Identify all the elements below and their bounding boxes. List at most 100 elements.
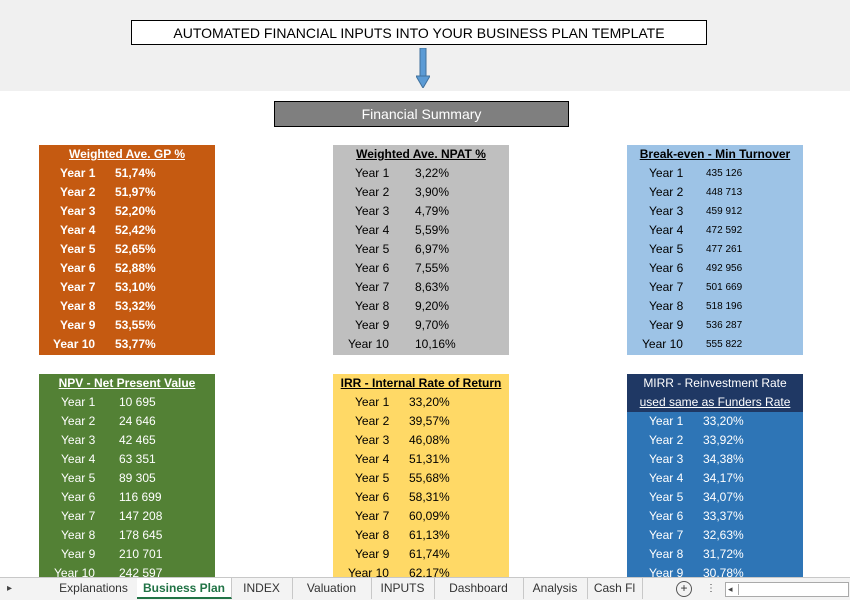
- row-label: Year 9: [649, 566, 684, 578]
- panel-row: Year 2 33,92%: [627, 431, 803, 450]
- panel-row: Year 9 210 701: [39, 545, 215, 564]
- row-value: 62,17%: [409, 566, 450, 578]
- row-label: Year 6: [649, 509, 684, 523]
- panel-row: Year 5 55,68%: [333, 469, 509, 488]
- panel-row: Year 2 448 713: [627, 183, 803, 202]
- row-label: Year 2: [649, 433, 684, 447]
- sheet-tab-bar: ▸ Explanations Business Plan INDEX Valuatio…: [0, 577, 850, 600]
- panel-breakeven: Break-even - Min Turnover Year 1 435 126 Y…: [627, 145, 803, 355]
- row-value: 46,08%: [409, 433, 450, 447]
- panel-row: Year 5 52,65%: [39, 240, 215, 259]
- panel-row: Year 3 34,38%: [627, 450, 803, 469]
- row-value: 32,63%: [703, 528, 744, 542]
- panel-row: Year 1 33,20%: [627, 412, 803, 431]
- row-value: 51,31%: [409, 452, 450, 466]
- row-label: Year 8: [60, 299, 96, 313]
- row-value: 8,63%: [415, 280, 450, 294]
- row-value: 52,88%: [115, 261, 156, 275]
- panel-row: Year 7 501 669: [627, 278, 803, 297]
- panel-weighted-npat: Weighted Ave. NPAT % Year 1 3,22% Year 2 3,…: [333, 145, 509, 355]
- sheet-tab[interactable]: INPUTS: [371, 578, 435, 599]
- more-options-icon[interactable]: ⋮: [706, 583, 716, 594]
- row-label: Year 8: [649, 547, 684, 561]
- row-label: Year 5: [649, 242, 684, 256]
- row-value: 459 912: [706, 206, 743, 217]
- panel-row: Year 8 61,13%: [333, 526, 509, 545]
- panel-irr: IRR - Internal Rate of Return Year 1 33,2…: [333, 374, 509, 578]
- row-value: 34,38%: [703, 452, 744, 466]
- row-value: 9,70%: [415, 318, 450, 332]
- row-label: Year 9: [355, 547, 390, 561]
- row-value: 477 261: [706, 244, 743, 255]
- horizontal-scrollbar[interactable]: ◂: [725, 582, 849, 597]
- row-label: Year 6: [61, 490, 96, 504]
- row-value: 448 713: [706, 187, 743, 198]
- sheet-nav-arrow-icon[interactable]: ▸: [7, 583, 13, 594]
- panel-row: Year 6 33,37%: [627, 507, 803, 526]
- row-value: 39,57%: [409, 414, 450, 428]
- row-label: Year 6: [355, 490, 390, 504]
- row-label: Year 5: [649, 490, 684, 504]
- panel-row: Year 10 62,17%: [333, 564, 509, 578]
- row-value: 3,90%: [415, 185, 450, 199]
- panel-row: Year 6 58,31%: [333, 488, 509, 507]
- row-label: Year 5: [355, 242, 390, 256]
- sheet-tab[interactable]: Analysis: [523, 578, 588, 599]
- sheet-tab[interactable]: Dashboard: [434, 578, 524, 599]
- panel-title-line1: MIRR - Reinvestment Rate: [643, 376, 787, 390]
- row-label: Year 5: [60, 242, 96, 256]
- panel-row: Year 8 518 196: [627, 297, 803, 316]
- row-value: 6,97%: [415, 242, 450, 256]
- sheet-tab[interactable]: Business Plan: [137, 578, 232, 599]
- page-banner: AUTOMATED FINANCIAL INPUTS INTO YOUR BUS…: [131, 20, 707, 45]
- row-label: Year 7: [649, 528, 684, 542]
- row-label: Year 4: [355, 223, 390, 237]
- panel-row: Year 2 24 646: [39, 412, 215, 431]
- panel-title: Weighted Ave. NPAT %: [356, 147, 486, 161]
- row-label: Year 1: [355, 395, 390, 409]
- row-value: 10,16%: [415, 337, 456, 351]
- row-value: 555 822: [706, 339, 743, 350]
- row-label: Year 3: [355, 204, 390, 218]
- row-value: 53,77%: [115, 337, 156, 351]
- row-value: 518 196: [706, 301, 743, 312]
- panel-row: Year 8 53,32%: [39, 297, 215, 316]
- row-label: Year 10: [54, 566, 95, 578]
- panel-row: Year 5 34,07%: [627, 488, 803, 507]
- panel-title-block: MIRR - Reinvestment Rate used same as Fu…: [627, 374, 803, 412]
- sheet-tab[interactable]: Valuation: [292, 578, 372, 599]
- panel-row: Year 7 53,10%: [39, 278, 215, 297]
- scrollbar-thumb[interactable]: [738, 584, 845, 595]
- scroll-left-icon[interactable]: ◂: [728, 584, 733, 594]
- row-value: 33,20%: [409, 395, 450, 409]
- panel-row: Year 1 435 126: [627, 164, 803, 183]
- row-label: Year 5: [61, 471, 96, 485]
- row-value: 33,92%: [703, 433, 744, 447]
- row-value: 52,20%: [115, 204, 156, 218]
- panel-row: Year 10 555 822: [627, 335, 803, 354]
- row-label: Year 1: [649, 166, 684, 180]
- panel-row: Year 10 10,16%: [333, 335, 509, 354]
- row-value: 210 701: [119, 547, 163, 561]
- add-sheet-icon[interactable]: +: [676, 581, 692, 597]
- panel-title: Weighted Ave. GP %: [68, 147, 186, 161]
- financial-summary-title: Financial Summary: [274, 101, 569, 127]
- row-label: Year 10: [348, 337, 389, 351]
- row-label: Year 5: [355, 471, 390, 485]
- row-value: 178 645: [119, 528, 163, 542]
- row-label: Year 1: [355, 166, 390, 180]
- row-value: 89 305: [119, 471, 156, 485]
- row-value: 52,65%: [115, 242, 156, 256]
- row-value: 7,55%: [415, 261, 450, 275]
- sheet-tab[interactable]: INDEX: [231, 578, 293, 599]
- sheet-tab[interactable]: Cash Fl: [587, 578, 643, 599]
- panel-row: Year 7 8,63%: [333, 278, 509, 297]
- row-label: Year 6: [649, 261, 684, 275]
- sheet-tab[interactable]: Explanations: [50, 578, 138, 599]
- row-label: Year 1: [60, 166, 96, 180]
- panel-title: IRR - Internal Rate of Return: [340, 376, 502, 390]
- row-label: Year 2: [60, 185, 96, 199]
- row-value: 53,55%: [115, 318, 156, 332]
- panel-row: Year 3 459 912: [627, 202, 803, 221]
- panel-row: Year 4 472 592: [627, 221, 803, 240]
